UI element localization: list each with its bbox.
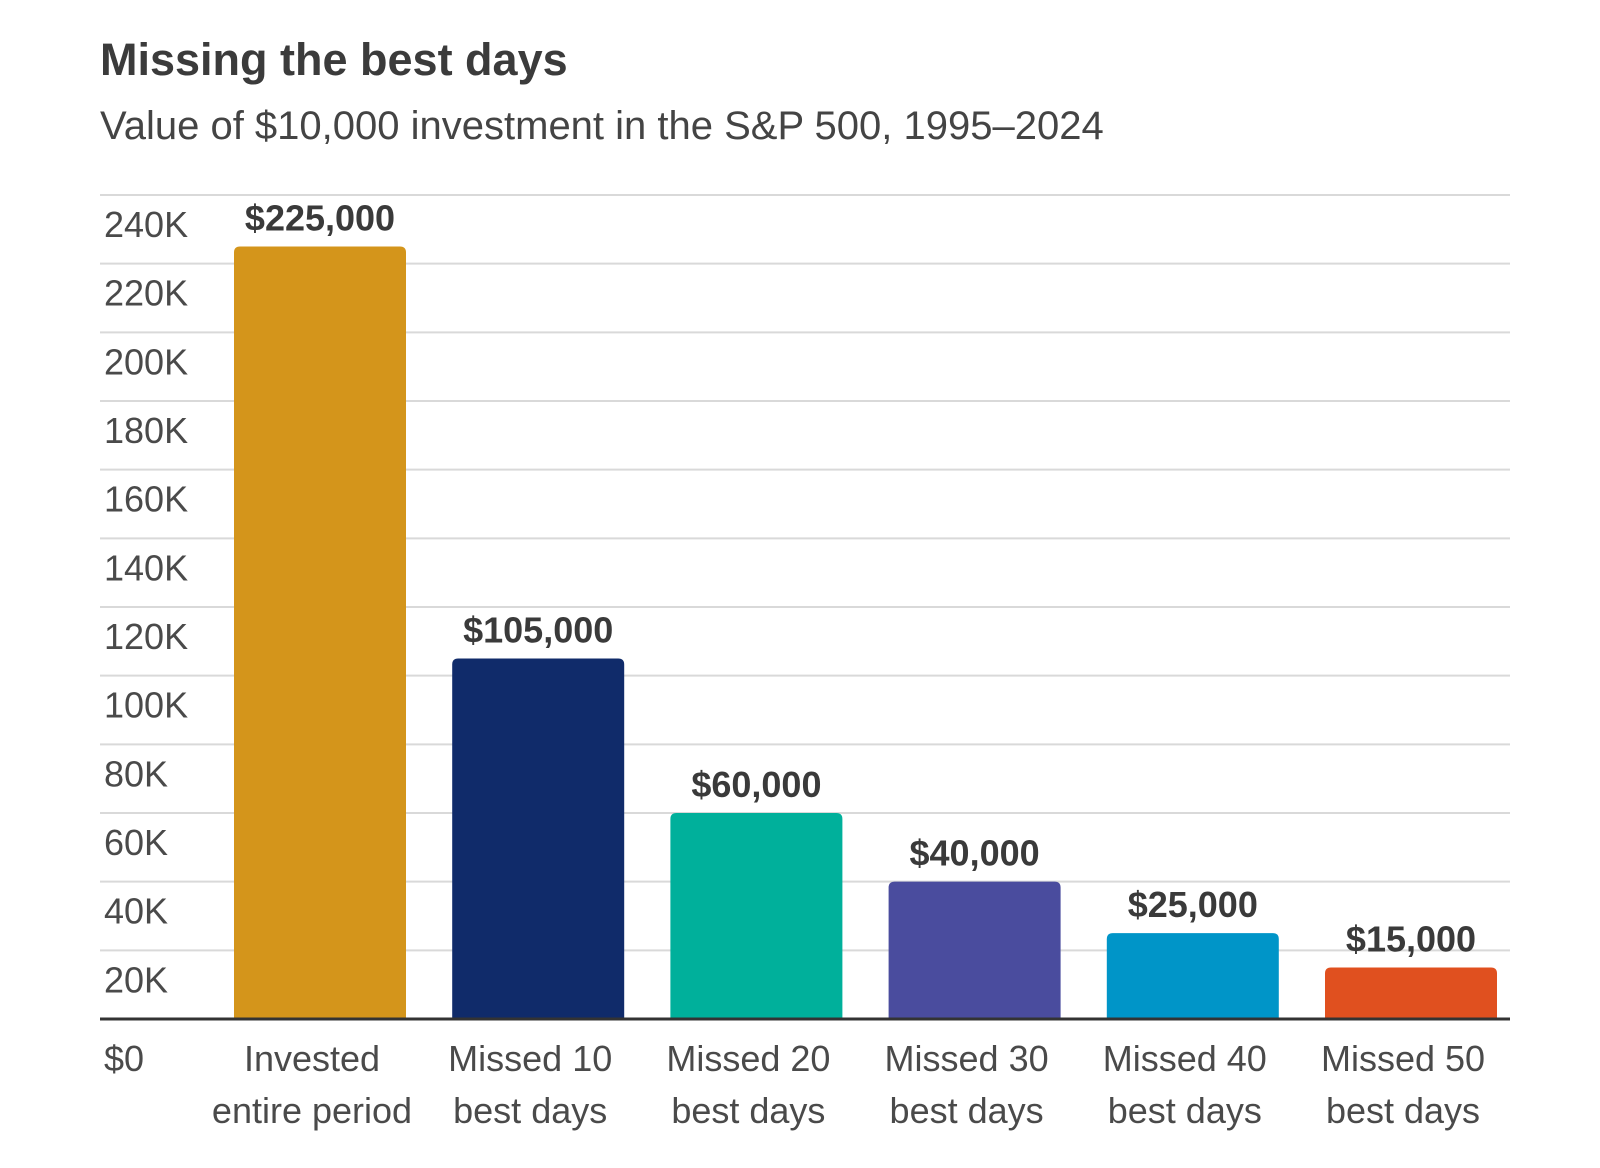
value-labels: $225,000 $105,000 $60,000 $40,000 $25,000 $15… — [245, 198, 1476, 960]
category-label: Invested — [244, 1038, 380, 1079]
category-label: best days — [453, 1090, 607, 1131]
category-label: best days — [1326, 1090, 1480, 1131]
bars — [234, 246, 1497, 1019]
bar-value-label: $15,000 — [1346, 919, 1476, 960]
category-label: Missed 10 — [448, 1038, 612, 1079]
category-label: Missed 30 — [885, 1038, 1049, 1079]
bar-value-label: $25,000 — [1128, 884, 1258, 925]
bar-value-label: $225,000 — [245, 198, 395, 239]
category-label: best days — [890, 1090, 1044, 1131]
y-tick-label: 120K — [104, 616, 188, 657]
category-label: best days — [671, 1090, 825, 1131]
category-labels: Invested entire period Missed 10 best days M… — [212, 1038, 1485, 1131]
bar — [452, 658, 625, 1019]
y-tick-label: 80K — [104, 753, 168, 794]
y-tick-label: 20K — [104, 959, 168, 1000]
y-tick-label: 240K — [104, 204, 188, 245]
y-tick-label: 40K — [104, 891, 168, 932]
category-label: Missed 40 — [1103, 1038, 1267, 1079]
chart-title: Missing the best days — [100, 34, 568, 85]
y-axis-ticks: $0 20K 40K 60K 80K 100K 120K 140K 160K 180K 200K 22… — [104, 204, 188, 1079]
bar — [234, 246, 406, 1019]
y-tick-label: 60K — [104, 822, 168, 863]
y-tick-label: 200K — [104, 341, 188, 382]
y-tick-label: 180K — [104, 410, 188, 451]
bar-value-label: $60,000 — [691, 764, 821, 805]
chart-subtitle: Value of $10,000 investment in the S&P 5… — [100, 104, 1104, 148]
bar-value-label: $105,000 — [463, 610, 613, 651]
bar — [1106, 933, 1279, 1019]
bar — [1325, 967, 1497, 1019]
y-tick-label: 220K — [104, 273, 188, 314]
category-label: entire period — [212, 1090, 412, 1131]
y-tick-label: $0 — [104, 1038, 144, 1079]
category-label: best days — [1108, 1090, 1262, 1131]
bar — [670, 813, 843, 1019]
bar-value-label: $40,000 — [910, 833, 1040, 874]
category-label: Missed 50 — [1321, 1038, 1485, 1079]
y-tick-label: 100K — [104, 685, 188, 726]
y-tick-label: 160K — [104, 479, 188, 520]
category-label: Missed 20 — [666, 1038, 830, 1079]
y-tick-label: 140K — [104, 547, 188, 588]
bar — [888, 881, 1061, 1019]
